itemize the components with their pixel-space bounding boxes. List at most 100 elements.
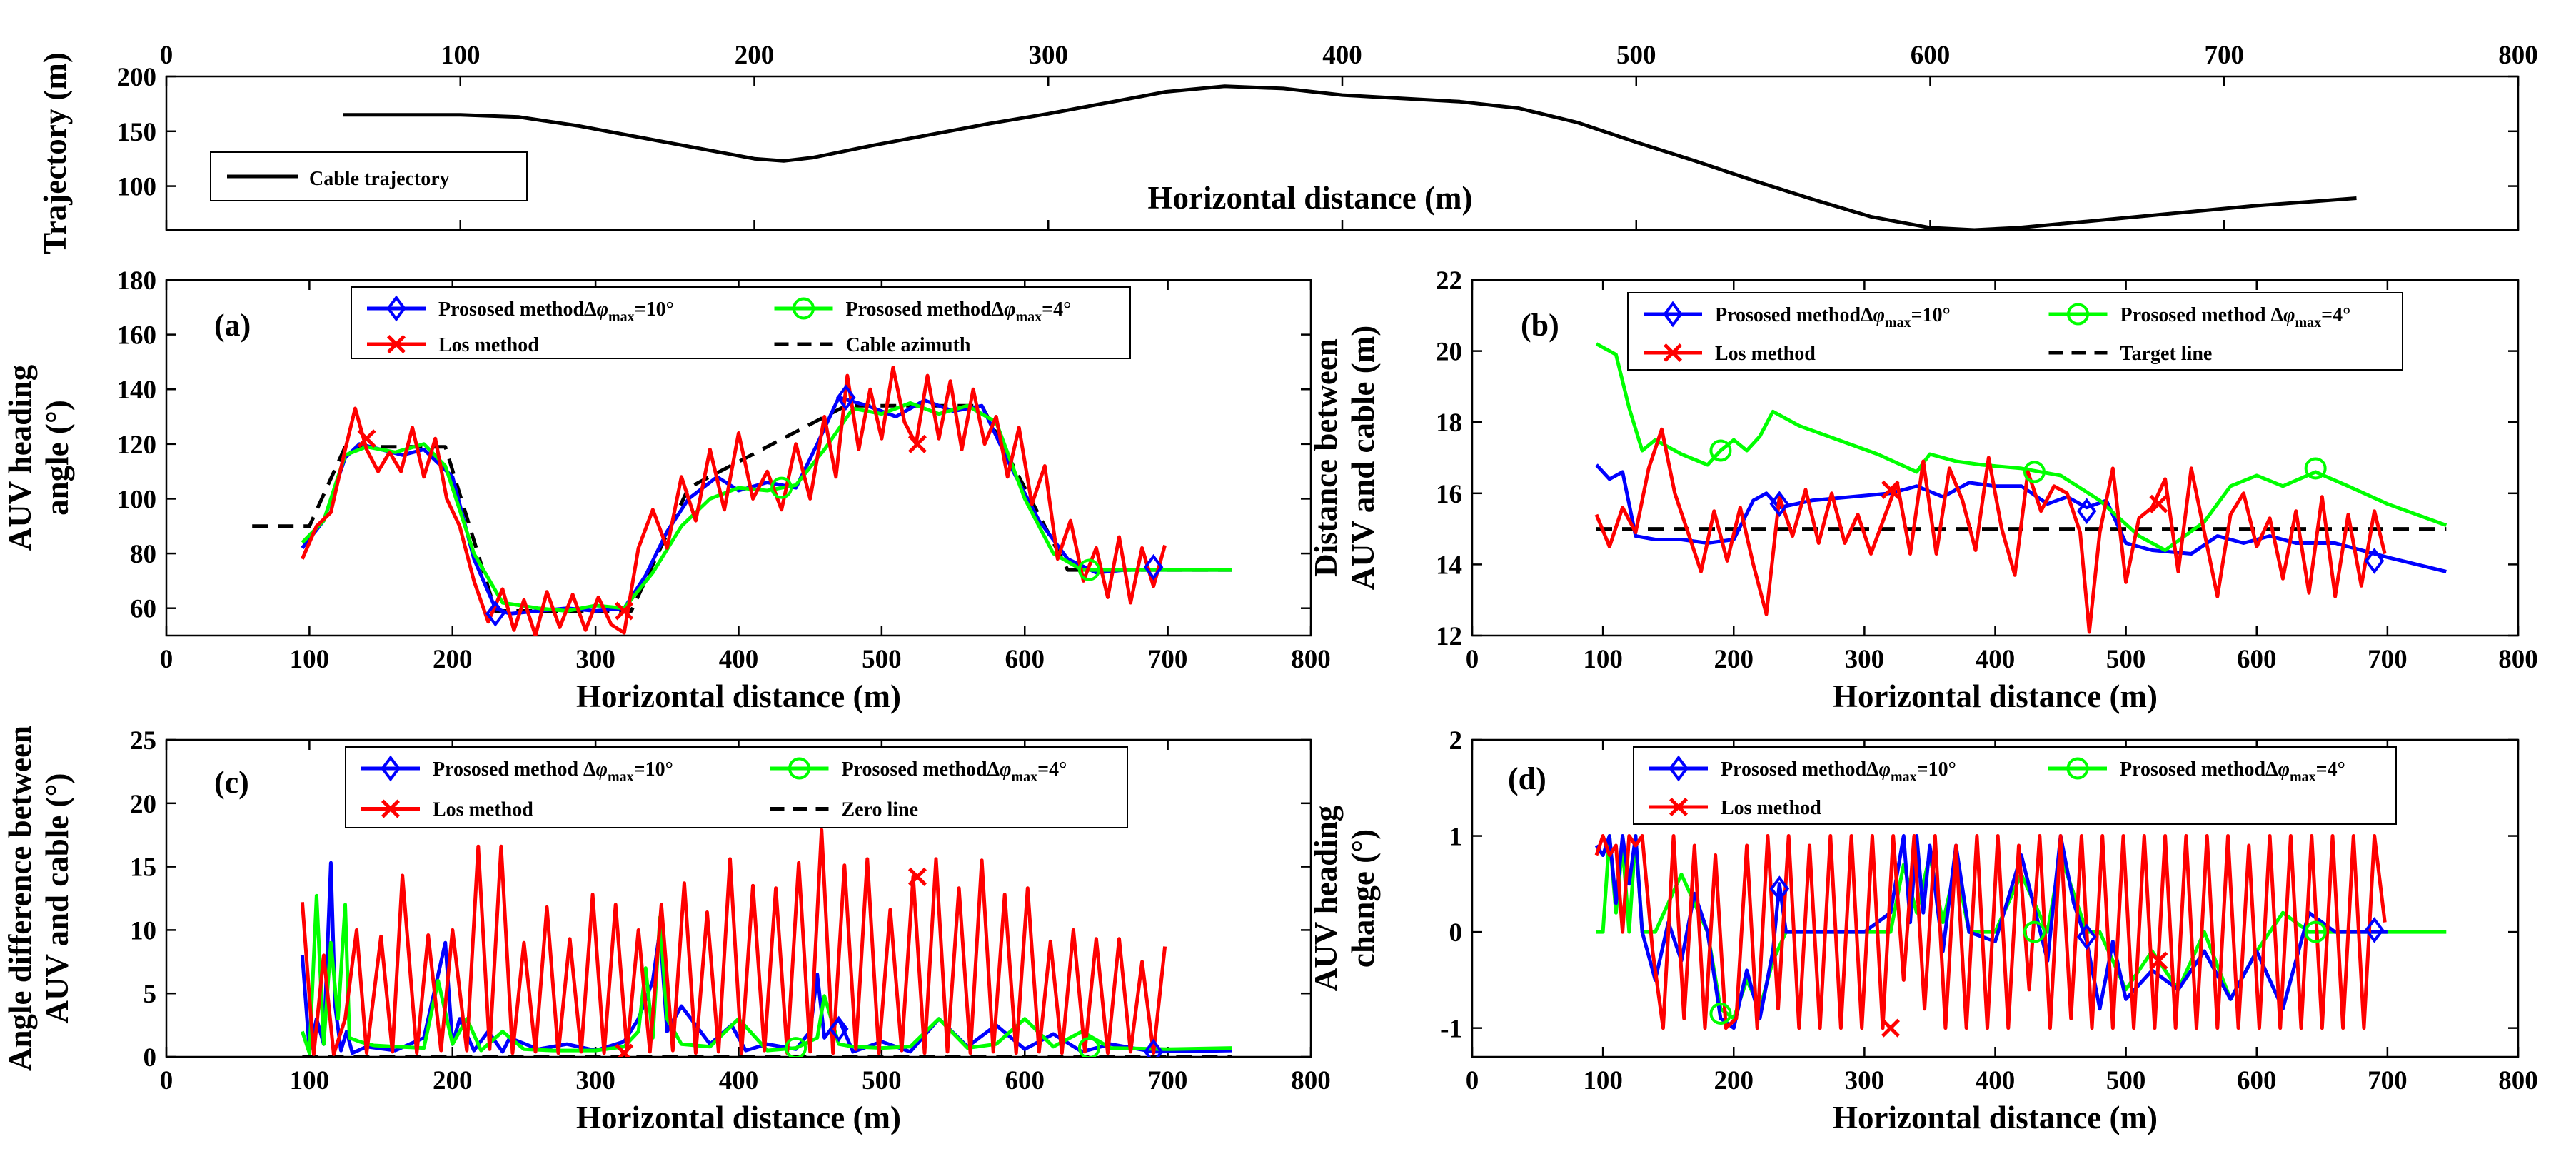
x-tick-label: 0	[160, 645, 173, 674]
y-axis-label: change (°)	[1345, 829, 1381, 968]
y-tick-label: 10	[130, 916, 156, 945]
x-tick-label: 100	[1583, 1066, 1623, 1095]
x-tick-label: 100	[1583, 645, 1623, 674]
legend-marker	[2067, 303, 2089, 326]
y-tick-label: 20	[130, 790, 156, 819]
x-tick-label: 500	[862, 1066, 902, 1095]
series-line	[301, 366, 1167, 636]
data-marker	[357, 429, 376, 448]
series-line	[301, 401, 1232, 613]
data-marker	[1769, 491, 1790, 518]
y-axis-label: AUV heading	[1308, 805, 1344, 991]
data-marker	[1881, 480, 1901, 499]
y-axis-label: Angle difference between	[2, 726, 38, 1071]
panel-b: 0 100 200 300 400 500 600 700 800 12 14 16 18 20 22 Hor…	[1308, 266, 2538, 714]
x-tick-label: 500	[2106, 1066, 2146, 1095]
legend-label: Prososed methodΔφmax=4°	[842, 758, 1067, 785]
x-tick-label: 800	[2498, 645, 2538, 674]
legend-box	[345, 746, 1128, 828]
x-axis-label: Horizontal distance (m)	[576, 1100, 901, 1135]
legend-label: Cable azimuth	[846, 334, 971, 356]
x-tick-label: 600	[1005, 1066, 1045, 1095]
data-marker	[2364, 917, 2385, 943]
y-tick-label: 2	[1449, 726, 1463, 756]
y-tick-label: 60	[130, 595, 156, 624]
x-tick-label: 400	[719, 1066, 759, 1095]
x-tick-label: 600	[1005, 645, 1045, 674]
x-tick-label: 0	[1466, 1066, 1479, 1095]
data-marker	[907, 867, 927, 886]
legend-label: Los method	[438, 334, 539, 356]
y-tick-label: 0	[144, 1043, 157, 1073]
legend-label: Los method	[1721, 797, 1821, 819]
panel-label: (c)	[214, 765, 249, 800]
series-line	[301, 893, 1232, 1055]
x-tick-label: 0	[160, 1066, 173, 1095]
legend-label: Los method	[433, 799, 533, 821]
legend-marker	[1663, 301, 1683, 328]
x-tick-label: 300	[575, 645, 615, 674]
panel-c: 0 100 200 300 400 500 600 700 800 0 5 10 15 20 25 Horiz…	[2, 726, 1331, 1135]
series-line	[300, 828, 1167, 1056]
legend: Prososed method Δφmax=10° Prososed method…	[345, 746, 1128, 828]
y-tick-label: 20	[1436, 338, 1462, 367]
series-group	[252, 366, 1232, 636]
y-axis-label: Distance between	[1308, 338, 1344, 577]
data-marker	[2076, 498, 2097, 525]
y-tick-label: 18	[1436, 408, 1462, 438]
x-tick-label: 700	[2368, 645, 2408, 674]
y-tick-label: 180	[117, 266, 157, 296]
legend: Cable trajectory	[210, 151, 528, 201]
x-tick-label: 100	[441, 41, 481, 70]
x-tick-label: 600	[1911, 41, 1951, 70]
x-tick-label: 400	[1976, 645, 2016, 674]
legend-box	[1633, 746, 2397, 825]
data-marker	[2023, 920, 2046, 943]
y-tick-label: 12	[1436, 622, 1462, 651]
y-tick-label: 80	[130, 540, 156, 569]
data-marker	[836, 384, 856, 411]
data-marker	[1709, 1002, 1732, 1025]
x-tick-label: 600	[2237, 1066, 2277, 1095]
panel-a: 0 100 200 300 400 500 600 700 800 60 80 100 120 140 16…	[2, 266, 1331, 714]
y-tick-label: 5	[144, 980, 157, 1009]
legend-label: Los method	[1715, 343, 1816, 365]
x-tick-label: 200	[1714, 645, 1754, 674]
y-tick-label: 120	[117, 431, 157, 460]
legend-label: Prososed methodΔφmax=10°	[1715, 304, 1951, 331]
legend-marker	[381, 799, 401, 818]
x-tick-label: 0	[160, 41, 173, 70]
data-marker	[2149, 951, 2168, 970]
x-tick-label: 400	[1976, 1066, 2016, 1095]
x-tick-label: 200	[433, 1066, 473, 1095]
data-marker	[1769, 875, 1790, 902]
series-line	[1594, 427, 2387, 634]
y-tick-label: 0	[1449, 918, 1463, 948]
y-axis-label: AUV and cable (°)	[39, 773, 75, 1024]
legend-marker	[386, 334, 406, 354]
y-tick-label: 100	[117, 485, 157, 514]
legend-marker	[386, 295, 406, 322]
series-group	[1594, 342, 2447, 634]
data-marker	[1881, 1018, 1901, 1038]
legend-marker	[788, 757, 810, 780]
x-tick-label: 800	[1291, 645, 1331, 674]
y-axis-label: Trajectory (m)	[37, 52, 73, 254]
plot-area	[165, 75, 2520, 231]
data-marker	[1077, 558, 1100, 581]
x-tick-label: 800	[2498, 1066, 2538, 1095]
data-marker	[2304, 457, 2327, 480]
y-tick-label: 100	[117, 173, 157, 202]
y-tick-label: 15	[130, 853, 156, 883]
x-tick-label: 400	[719, 645, 759, 674]
series-line	[1594, 834, 2387, 1030]
y-tick-label: 25	[130, 726, 156, 756]
panel-label: (d)	[1508, 761, 1546, 796]
x-tick-label: 300	[1845, 1066, 1885, 1095]
data-marker	[829, 1015, 849, 1043]
legend: Prososed methodΔφmax=10° Prososed methodΔ…	[351, 286, 1131, 359]
data-marker	[785, 1037, 807, 1057]
x-tick-label: 800	[2498, 41, 2538, 70]
y-tick-label: 150	[117, 118, 157, 147]
legend-label: Prososed method Δφmax=10°	[433, 758, 673, 785]
